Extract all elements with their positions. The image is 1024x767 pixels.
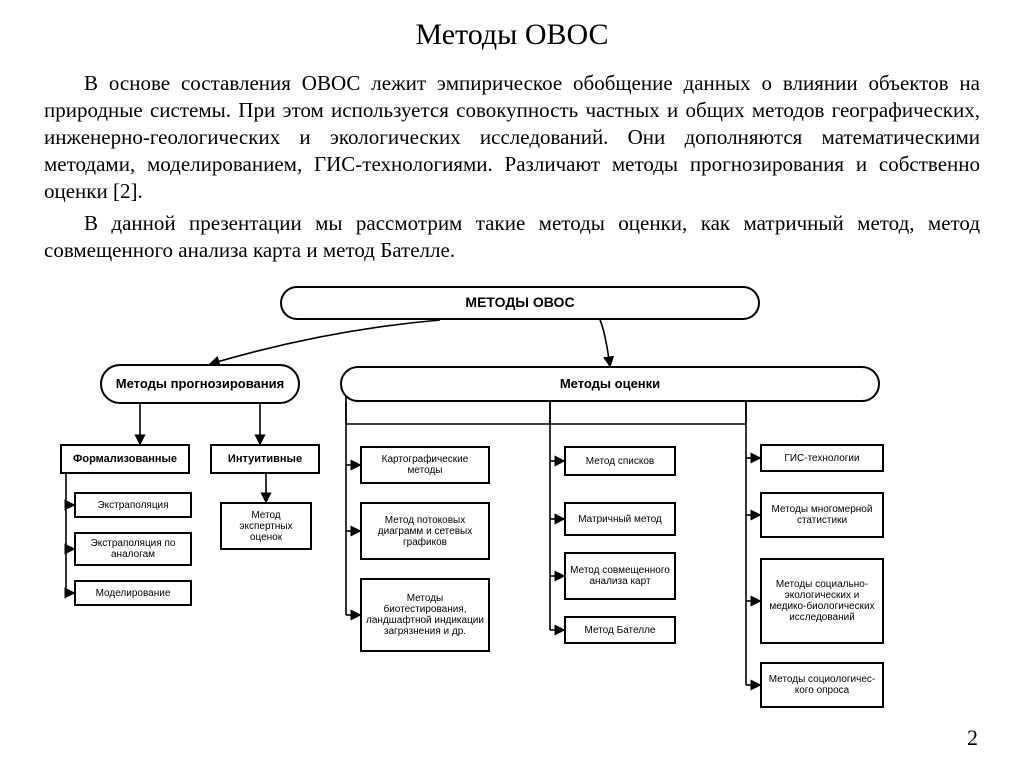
node-flow: Метод потоковых диаграмм и сетевых графи… — [360, 502, 490, 560]
node-formal: Формализованные — [60, 444, 190, 474]
ovos-methods-diagram: МЕТОДЫ ОВОС Методы прогнозирования Методы … — [60, 286, 980, 736]
node-battelle: Метод Бателле — [564, 616, 676, 644]
node-extra2: Экстраполяция по аналогам — [74, 532, 192, 566]
node-gis: ГИС-технологии — [760, 444, 884, 472]
paragraph-2: В данной презентации мы рассмотрим такие… — [44, 210, 980, 264]
node-extra1: Экстраполяция — [74, 492, 192, 518]
paragraph-1-text: В основе составления ОВОС лежит эмпириче… — [44, 71, 980, 203]
node-assess: Методы оценки — [340, 366, 880, 402]
node-matrix: Матричный метод — [564, 502, 676, 536]
node-lists: Метод списков — [564, 446, 676, 476]
node-survey: Методы социологичес-кого опроса — [760, 662, 884, 708]
node-expert: Метод экспертных оценок — [220, 502, 312, 550]
page-title: Методы ОВОС — [0, 18, 1024, 52]
node-bio: Методы биотестирования, ландшафтной инди… — [360, 578, 490, 652]
node-intuit: Интуитивные — [210, 444, 320, 474]
node-forecast: Методы прогнозирования — [100, 364, 300, 404]
node-root: МЕТОДЫ ОВОС — [280, 286, 760, 320]
paragraph-1: В основе составления ОВОС лежит эмпириче… — [44, 70, 980, 204]
node-carto: Картографические методы — [360, 446, 490, 484]
node-socio: Методы социально-экологических и медико-… — [760, 558, 884, 644]
node-overlay: Метод совмещенного анализа карт — [564, 552, 676, 600]
page-number: 2 — [967, 725, 978, 751]
paragraph-2-text: В данной презентации мы рассмотрим такие… — [44, 211, 980, 262]
node-model: Моделирование — [74, 580, 192, 606]
node-multi: Методы многомерной статистики — [760, 492, 884, 538]
